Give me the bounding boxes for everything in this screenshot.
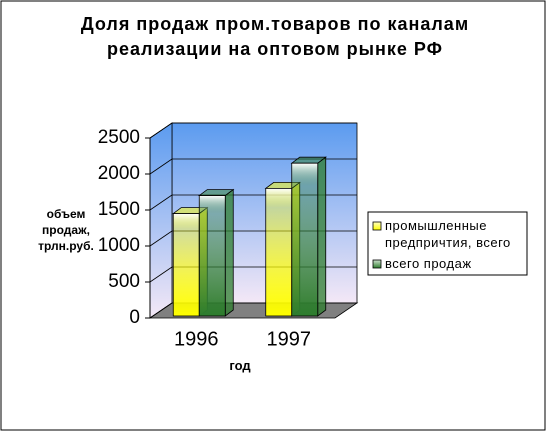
bar-side xyxy=(317,156,327,317)
legend-label: всего продаж xyxy=(385,256,472,271)
y-axis-label: объем продаж, трлн.руб. xyxy=(38,207,94,253)
grid-line xyxy=(149,158,173,175)
grid-line xyxy=(149,122,173,139)
legend-swatch xyxy=(372,259,382,269)
x-tick-label: 1996 xyxy=(174,328,219,350)
legend-label: промышленные предпричтия, всего xyxy=(385,218,511,250)
y-tick-label: 2500 xyxy=(98,127,140,148)
bar-front xyxy=(265,187,293,317)
legend-swatch xyxy=(372,221,382,231)
x-axis-label: год xyxy=(229,358,251,373)
x-tick-label: 1997 xyxy=(267,328,312,350)
bar-front xyxy=(172,213,200,317)
legend-box xyxy=(367,211,528,276)
grid-line xyxy=(149,266,173,283)
bar xyxy=(290,156,327,317)
y-tick-label: 1000 xyxy=(98,235,140,256)
bar xyxy=(198,188,235,317)
chart-title: Доля продаж пром.товаров по каналам реал… xyxy=(80,14,470,59)
y-tick-label: 2000 xyxy=(98,163,140,184)
grid-line xyxy=(149,230,173,247)
side-wall xyxy=(149,122,173,319)
bar-front xyxy=(291,162,319,317)
y-tick-label: 1500 xyxy=(98,199,140,220)
y-tick-label: 0 xyxy=(129,307,140,328)
grid-line xyxy=(149,194,173,211)
bar-front xyxy=(198,195,226,317)
y-tick-label: 500 xyxy=(108,271,140,292)
bar-side xyxy=(224,188,234,317)
grid-line xyxy=(149,302,173,319)
